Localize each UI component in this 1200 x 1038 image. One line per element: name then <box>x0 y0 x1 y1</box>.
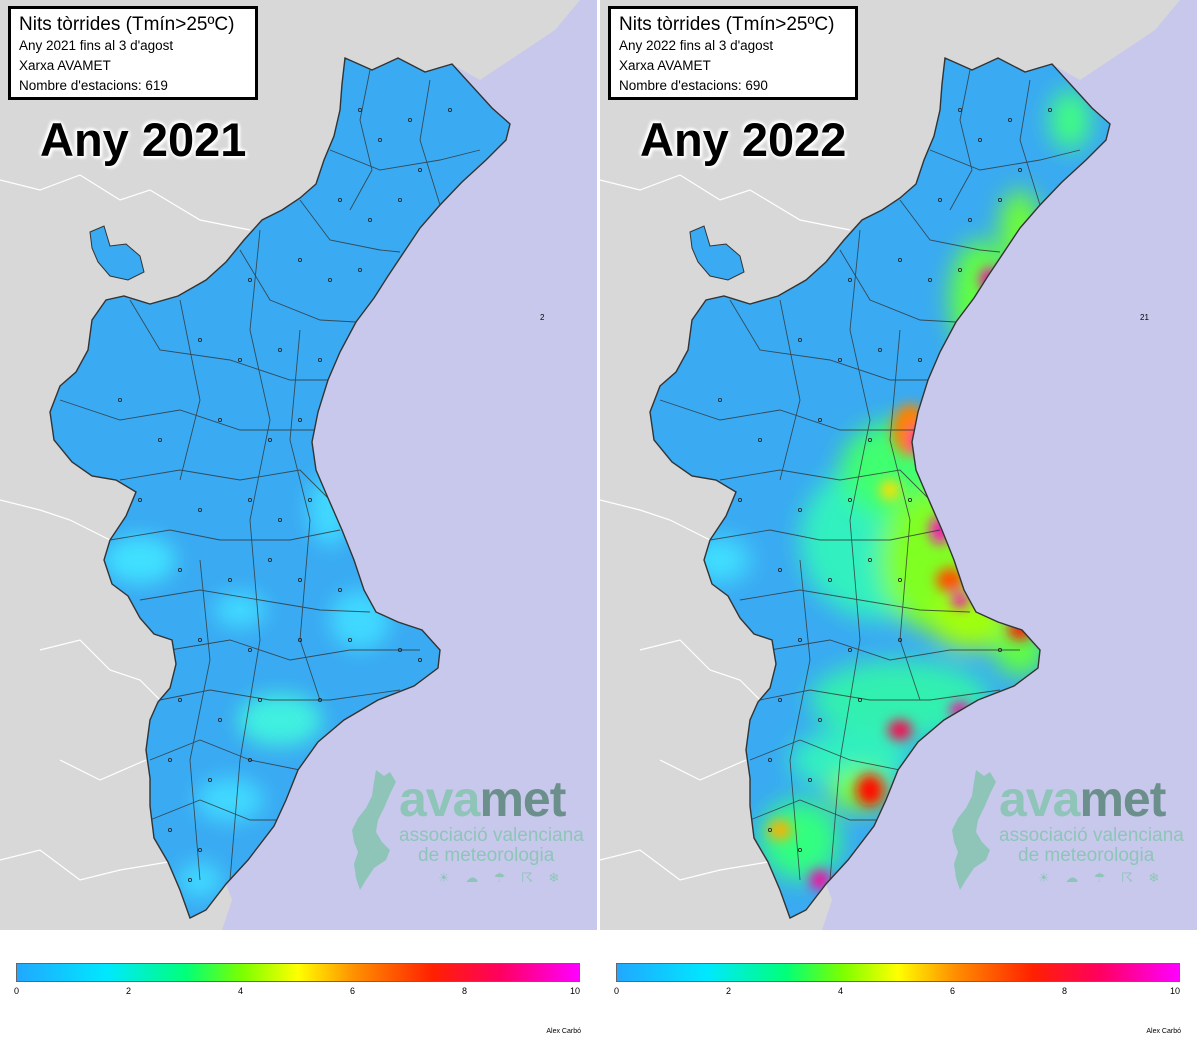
year-label: Any 2021 <box>40 113 247 166</box>
network-label: Xarxa AVAMET <box>619 58 711 73</box>
outside-borders <box>0 174 251 881</box>
weather-icons: ☀ ☁ ☂ ☈ ❄ <box>438 870 566 885</box>
author-credit: Alex Carbó <box>1146 1028 1181 1035</box>
colorbar-tick: 0 <box>614 986 620 996</box>
panel-divider <box>597 0 600 1038</box>
map-title: Nits tòrrides (Tmín>25ºC) <box>619 14 835 35</box>
map-2021: 2 <box>0 0 597 930</box>
logo-line2: de meteorologia <box>418 845 555 866</box>
map-title: Nits tòrrides (Tmín>25ºC) <box>19 14 235 35</box>
colorbar-tick: 10 <box>570 986 581 996</box>
colorbar-tick: 6 <box>350 986 356 996</box>
year-label: Any 2022 <box>640 113 847 166</box>
author-credit: Alex Carbó <box>546 1028 581 1035</box>
colorbar-tick: 8 <box>1062 986 1068 996</box>
outside-borders <box>600 174 851 881</box>
colorbar-tick: 8 <box>462 986 468 996</box>
ademuz-enclave <box>689 225 745 281</box>
map-subtitle: Any 2022 fins al 3 d'agost <box>619 38 774 53</box>
map-2022: 21 <box>600 0 1197 930</box>
network-label: Xarxa AVAMET <box>19 58 111 73</box>
sea-station-value: 2 <box>540 313 545 322</box>
station-count: Nombre d'estacions: 619 <box>19 78 168 93</box>
sea-station-value: 21 <box>1140 313 1149 322</box>
colorbar-tick: 2 <box>726 986 732 996</box>
region-outline <box>649 56 1111 919</box>
logo-line1: associació valenciana <box>999 825 1184 846</box>
colorbar <box>16 963 580 982</box>
colorbar-tick: 0 <box>14 986 20 996</box>
avamet-logo: avamet associació valenciana de meteorol… <box>950 768 1184 893</box>
avamet-logo: avamet associació valenciana de meteorol… <box>350 768 584 893</box>
weather-icons: ☀ ☁ ☂ ☈ ❄ <box>1038 870 1166 885</box>
colorbar-tick: 6 <box>950 986 956 996</box>
region-silhouette-icon <box>352 770 396 890</box>
logo-wordmark: avamet <box>999 771 1166 827</box>
panel-2021: 2 Nits tòrrides (Tmín>25ºC) Any 2021 fin… <box>0 0 597 1038</box>
region-outline <box>49 56 511 919</box>
panel-2022: 21 Nits tòrrides (Tmín>25ºC) Any 2022 fi… <box>600 0 1197 1038</box>
logo-line1: associació valenciana <box>399 825 584 846</box>
info-box: Nits tòrrides (Tmín>25ºC) Any 2021 fins … <box>8 6 258 100</box>
map-subtitle: Any 2021 fins al 3 d'agost <box>19 38 174 53</box>
colorbar <box>616 963 1180 982</box>
station-count: Nombre d'estacions: 690 <box>619 78 768 93</box>
logo-line2: de meteorologia <box>1018 845 1155 866</box>
colorbar-tick: 4 <box>838 986 844 996</box>
colorbar-tick: 2 <box>126 986 132 996</box>
region-silhouette-icon <box>952 770 996 890</box>
colorbar-tick: 4 <box>238 986 244 996</box>
logo-wordmark: avamet <box>399 771 566 827</box>
ademuz-enclave <box>89 225 145 281</box>
land-outside <box>600 0 1180 930</box>
info-box: Nits tòrrides (Tmín>25ºC) Any 2022 fins … <box>608 6 858 100</box>
colorbar-tick: 10 <box>1170 986 1181 996</box>
land-outside <box>0 0 580 930</box>
